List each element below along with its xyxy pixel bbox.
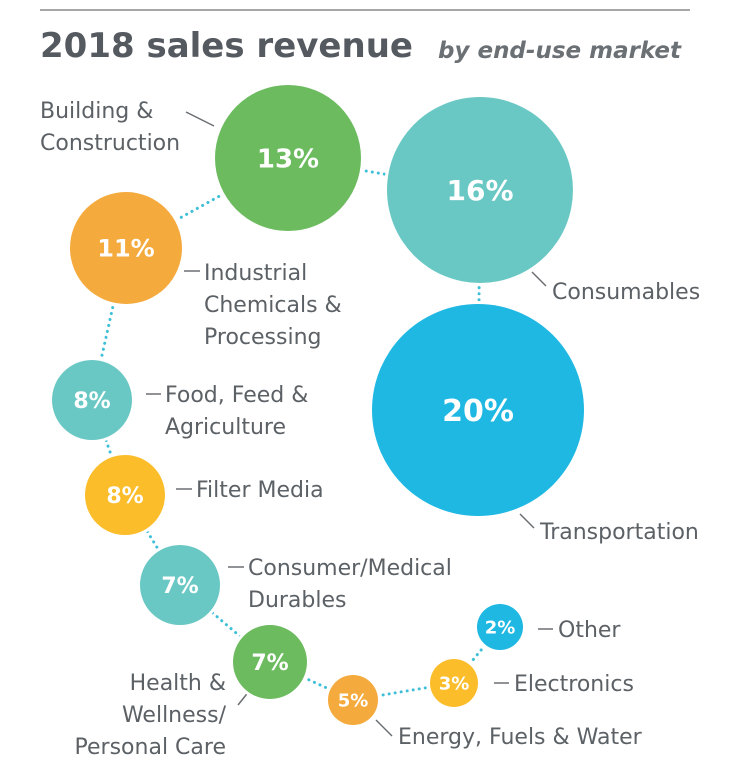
leader-line-1 bbox=[531, 271, 547, 287]
category-label-1: Consumables bbox=[552, 280, 700, 305]
bubble-fill bbox=[328, 675, 378, 725]
category-label-line: Personal Care bbox=[75, 735, 226, 760]
category-label-line: Chemicals & bbox=[204, 293, 342, 318]
category-label-9: Electronics bbox=[514, 672, 634, 697]
chart-subtitle: by end-use market bbox=[438, 38, 682, 64]
connector-0 bbox=[286, 156, 482, 192]
bubble-9: 3% bbox=[427, 656, 481, 710]
bubble-fill bbox=[85, 455, 165, 535]
category-label-line: Processing bbox=[204, 325, 321, 350]
category-label-line: Wellness/ bbox=[122, 703, 227, 728]
bubble-value-label: 7% bbox=[161, 574, 198, 599]
category-label-line: Transportation bbox=[539, 520, 699, 545]
category-label-3: Industrial Chemicals & Processing bbox=[204, 261, 342, 350]
category-labels: Building & Construction Consumables Transpo… bbox=[40, 99, 700, 760]
category-label-line: Consumables bbox=[552, 280, 700, 305]
bubble-fill bbox=[430, 659, 478, 707]
category-label-line: Filter Media bbox=[196, 478, 324, 503]
bubble-value-label: 3% bbox=[439, 673, 470, 694]
category-label-8: Energy, Fuels & Water bbox=[398, 725, 643, 750]
category-label-line: Food, Feed & bbox=[165, 383, 308, 408]
category-label-line: Construction bbox=[40, 131, 180, 156]
leader-line-8 bbox=[375, 719, 393, 737]
bubble-value-label: 7% bbox=[251, 651, 288, 676]
bubble-fill bbox=[233, 625, 307, 699]
bubble-value-label: 2% bbox=[485, 617, 516, 638]
category-label-line: Durables bbox=[248, 588, 346, 613]
bubble-value-label: 8% bbox=[73, 389, 110, 414]
category-label-line: Health & bbox=[130, 671, 226, 696]
bubble-2: 20% bbox=[369, 301, 587, 519]
category-label-line: Other bbox=[558, 618, 621, 643]
leader-line-2 bbox=[519, 513, 535, 529]
label-leader-lines bbox=[146, 111, 553, 737]
bubble-5: 8% bbox=[82, 452, 168, 538]
category-label-0: Building & Construction bbox=[40, 99, 180, 156]
bubble-value-label: 5% bbox=[338, 690, 369, 711]
bubble-fill bbox=[387, 97, 573, 283]
leader-line-0 bbox=[185, 111, 215, 127]
bubble-fill bbox=[215, 85, 361, 231]
bubble-6: 7% bbox=[137, 542, 223, 628]
bubble-fill bbox=[140, 545, 220, 625]
bubble-value-label: 20% bbox=[442, 394, 514, 429]
bubble-fill bbox=[70, 192, 182, 304]
bubble-7: 7% bbox=[230, 622, 310, 702]
category-label-line: Building & bbox=[40, 99, 153, 124]
bubble-8: 5% bbox=[325, 672, 381, 728]
category-label-line: Energy, Fuels & Water bbox=[398, 725, 643, 750]
category-label-10: Other bbox=[558, 618, 621, 643]
bubble-10: 2% bbox=[474, 601, 526, 653]
category-label-line: Electronics bbox=[514, 672, 634, 697]
bubble-fill bbox=[477, 604, 523, 650]
bubble-3: 11% bbox=[67, 189, 185, 307]
bubble-0: 13% bbox=[212, 82, 364, 234]
bubble-value-label: 13% bbox=[257, 144, 319, 174]
category-label-line: Consumer/Medical bbox=[248, 556, 452, 581]
bubble-value-label: 11% bbox=[97, 235, 154, 263]
category-label-5: Filter Media bbox=[196, 478, 324, 503]
bubble-value-label: 8% bbox=[106, 484, 143, 509]
category-label-line: Industrial bbox=[204, 261, 307, 286]
category-label-7: Health & Wellness/Personal Care bbox=[75, 671, 227, 760]
category-label-4: Food, Feed & Agriculture bbox=[165, 383, 308, 440]
category-label-line: Agriculture bbox=[165, 415, 286, 440]
bubble-value-label: 16% bbox=[446, 174, 513, 207]
bubble-1: 16% bbox=[384, 94, 576, 286]
category-label-6: Consumer/Medical Durables bbox=[248, 556, 452, 613]
bubbles: 13% 16% 20% 11% 8% 8% 7% 7% 5% 3% 2% bbox=[49, 82, 587, 728]
bubble-4: 8% bbox=[49, 357, 135, 443]
bubble-fill bbox=[52, 360, 132, 440]
bubble-fill bbox=[372, 304, 584, 516]
connector-4 bbox=[90, 398, 127, 497]
chart-title: 2018 sales revenue bbox=[40, 26, 413, 66]
category-label-2: Transportation bbox=[539, 520, 699, 545]
